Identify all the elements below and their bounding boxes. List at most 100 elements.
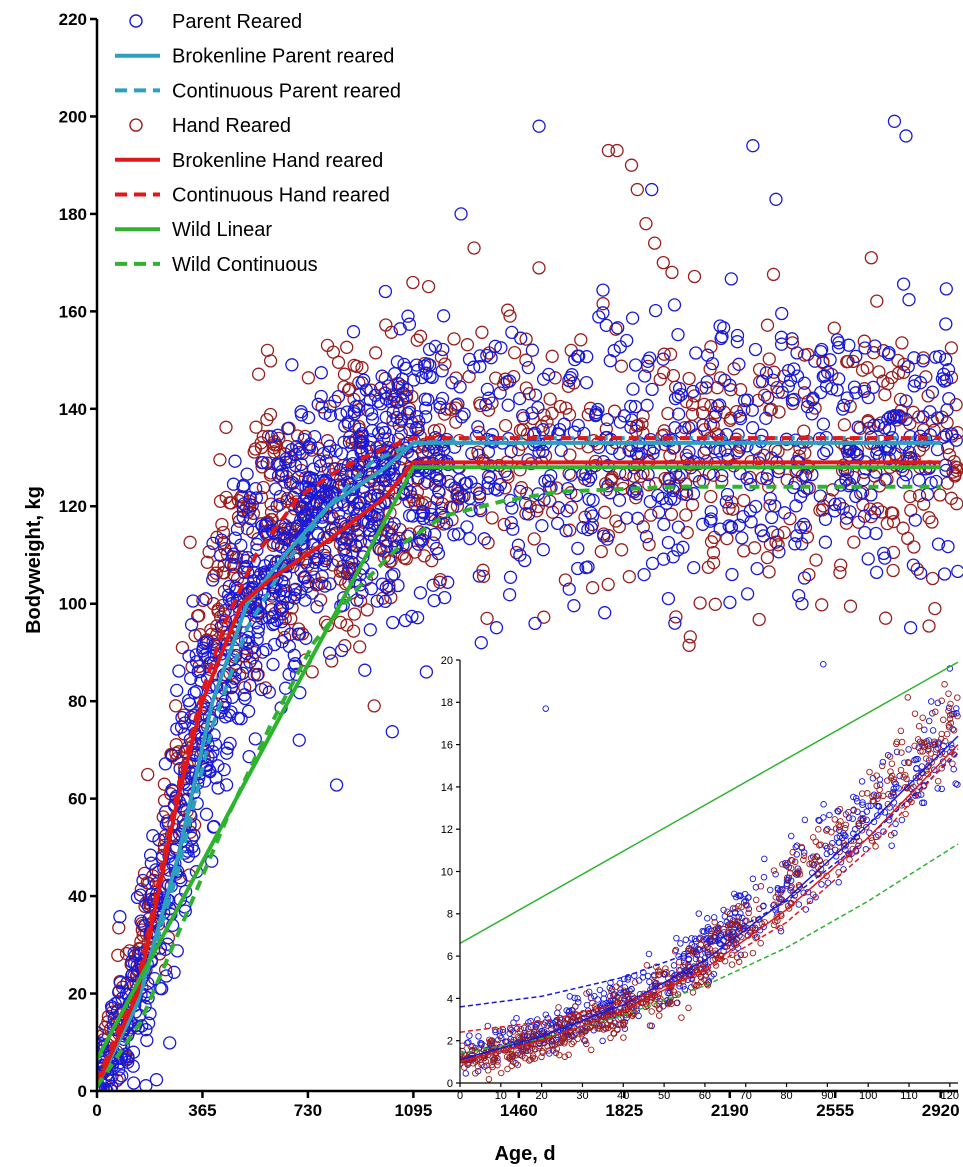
inset-point (729, 905, 737, 912)
main-point (663, 347, 678, 361)
main-point (651, 488, 665, 503)
main-point (704, 504, 718, 519)
main-point (342, 435, 357, 449)
main-point (878, 440, 892, 454)
main-point (747, 541, 762, 555)
inset-point (898, 749, 905, 756)
main-point (765, 510, 779, 525)
main-point (97, 1084, 108, 1091)
inset-point (623, 1014, 630, 1022)
main-point (745, 403, 759, 417)
main-point (601, 479, 615, 493)
inset-point (724, 908, 731, 916)
main-point (567, 425, 582, 439)
main-point (828, 504, 842, 518)
main-point (537, 408, 551, 422)
main-point (755, 374, 770, 388)
inset-point (510, 1052, 517, 1060)
main-point (333, 515, 348, 529)
inset-point (757, 883, 765, 890)
inset-point (510, 1019, 517, 1026)
main-outlier-point (899, 129, 913, 143)
main-point (341, 415, 355, 429)
inset-point (742, 897, 749, 905)
inset-point (696, 946, 703, 953)
inset-point (806, 897, 814, 905)
main-line-continuous-hand-reared (97, 436, 941, 1083)
inset-x-tick-label: 0 (457, 1090, 463, 1102)
inset-point (734, 954, 741, 961)
main-point (683, 630, 697, 644)
inset-point (561, 1019, 569, 1027)
main-point (311, 541, 325, 555)
inset-point (731, 908, 739, 916)
main-point (463, 531, 477, 546)
inset-point (461, 1064, 468, 1071)
inset-point (946, 715, 954, 723)
inset-point (734, 918, 741, 926)
main-point (141, 767, 155, 782)
main-point (284, 611, 298, 626)
inset-point (624, 991, 631, 998)
main-point (574, 333, 588, 347)
inset-point (924, 742, 932, 750)
inset-point (752, 924, 759, 932)
main-point (707, 530, 721, 545)
main-point (224, 557, 238, 571)
main-point (133, 888, 148, 902)
main-point (275, 464, 289, 478)
main-point (818, 535, 833, 549)
main-point (426, 578, 440, 592)
inset-point (517, 1025, 525, 1033)
inset-point (535, 1044, 542, 1052)
inset-point (815, 816, 822, 824)
inset-point (622, 1011, 630, 1019)
main-point (531, 400, 545, 415)
main-point (664, 433, 678, 447)
main-point (149, 1073, 164, 1087)
inset-point (552, 1049, 560, 1057)
main-point (411, 423, 425, 437)
main-point (923, 405, 937, 419)
main-point (922, 511, 936, 525)
main-point (363, 492, 378, 507)
inset-point (490, 1055, 498, 1063)
main-point (306, 462, 321, 476)
inset-point (793, 851, 800, 858)
main-point (871, 418, 886, 433)
inset-point (606, 992, 614, 1000)
inset-point (929, 727, 937, 734)
main-point (789, 499, 803, 513)
inset-point (606, 1017, 613, 1024)
main-point (230, 522, 245, 536)
main-point (813, 489, 827, 503)
inset-point (549, 1042, 556, 1049)
main-point (598, 505, 612, 519)
inset-point (728, 951, 736, 959)
inset-point (524, 1025, 532, 1033)
inset-x-tick-label: 20 (536, 1090, 548, 1102)
main-point (315, 569, 329, 584)
main-point (405, 389, 419, 404)
main-point (724, 520, 739, 535)
inset-point (953, 710, 960, 717)
main-point (543, 392, 557, 406)
main-point (382, 379, 396, 393)
main-point (659, 496, 674, 510)
main-outlier-point (928, 601, 942, 616)
main-point (196, 641, 210, 655)
main-point (860, 361, 874, 375)
main-point (851, 420, 865, 434)
inset-point (552, 1019, 559, 1026)
main-point (680, 452, 694, 466)
main-point (745, 421, 760, 435)
inset-point (620, 1021, 627, 1028)
main-point (693, 596, 707, 610)
main-point (322, 445, 336, 459)
inset-point (546, 1050, 553, 1057)
main-point (372, 542, 386, 556)
main-point (640, 398, 654, 412)
main-point (902, 293, 916, 307)
main-point (370, 594, 384, 608)
main-point (184, 671, 198, 686)
